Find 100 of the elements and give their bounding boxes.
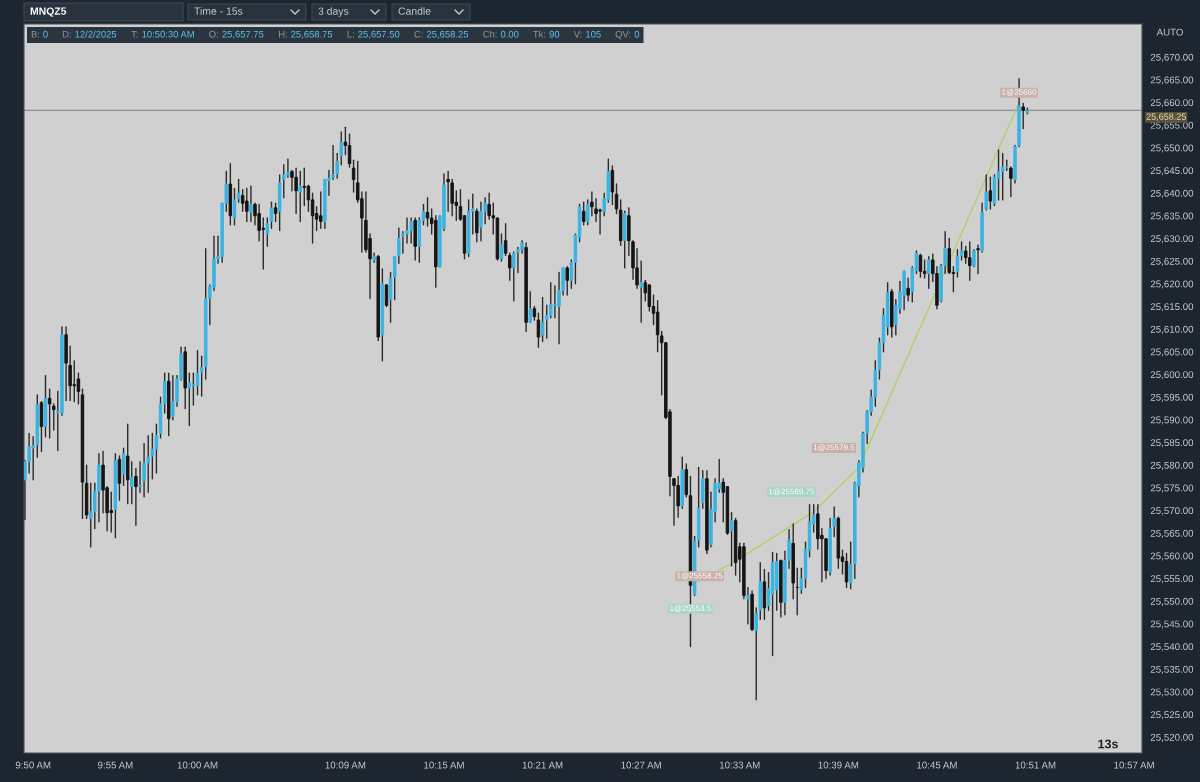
annotation: 13s [1098, 739, 1118, 749]
candlestick [1021, 102, 1025, 130]
y-tick-label: 25,570.00 [1150, 507, 1194, 516]
candlestick [261, 217, 266, 270]
candlestick [47, 388, 52, 439]
candlestick [902, 270, 906, 311]
candlestick [269, 201, 274, 229]
candlestick [968, 241, 972, 282]
annotation: T: 10:50:30 AM [131, 30, 194, 38]
y-tick-label: 25,670.00 [1150, 53, 1194, 62]
y-tick-label: 25,545.00 [1150, 620, 1194, 629]
candlestick [553, 285, 557, 319]
candlestick [125, 423, 130, 505]
annotation: O: 25,657.75 [209, 30, 264, 39]
text: 3 days [318, 7, 349, 17]
y-tick-label: 25,645.00 [1150, 167, 1194, 176]
y-tick-label: 25,535.00 [1150, 665, 1194, 674]
y-tick-label: 25,525.00 [1150, 711, 1194, 720]
candlestick [245, 187, 249, 223]
data-label: 1@25569.75 [768, 488, 815, 496]
y-tick-label: 25,580.00 [1150, 461, 1194, 470]
candlestick [557, 271, 561, 345]
y-tick-label: 25,615.00 [1150, 303, 1194, 312]
candlestick [844, 552, 849, 589]
candlestick [109, 491, 113, 533]
candlestick [286, 158, 290, 178]
candlestick [130, 461, 134, 505]
y-tick-label: 25,660.00 [1150, 99, 1194, 108]
candlestick [549, 281, 553, 319]
data-label: 1@25660 [1002, 88, 1037, 96]
x-tick-label: 10:51 AM [1015, 761, 1056, 769]
candlestick [72, 360, 77, 403]
candlestick [1009, 166, 1013, 198]
candlestick [187, 372, 192, 427]
candlestick [302, 167, 307, 207]
candlestick [76, 372, 81, 405]
x-tick-label: 10:21 AM [522, 761, 563, 769]
y-tick-label: 25,635.00 [1150, 212, 1194, 221]
x-tick-label: 9:50 AM [15, 761, 51, 769]
y-tick-label: 25,620.00 [1150, 280, 1194, 289]
y-tick-label: 25,655.00 [1150, 121, 1194, 130]
candlestick [959, 241, 964, 261]
candlestick [409, 217, 413, 244]
y-tick-label: 25,590.00 [1150, 416, 1194, 425]
candlestick [512, 251, 516, 302]
candlestick [384, 284, 389, 308]
y-tick-label: 25,575.00 [1150, 484, 1194, 493]
y-tick-label: 25,650.00 [1150, 144, 1194, 153]
data-label: 1@25558.25 [677, 572, 723, 580]
candlestick [581, 201, 586, 226]
y-tick-label: 25,600.00 [1150, 371, 1194, 380]
annotation: L: 25,657.50 [347, 30, 400, 39]
candlestick [142, 442, 146, 498]
candlestick [922, 259, 927, 279]
y-tick-label: 25,555.00 [1150, 575, 1194, 584]
x-tick-label: 9:55 AM [98, 761, 133, 769]
candlestick [294, 167, 298, 215]
candlestick [565, 266, 569, 296]
candlestick [425, 196, 430, 227]
x-tick-label: 10:00 AM [177, 761, 218, 769]
y-tick-label: 25,530.00 [1150, 688, 1194, 697]
candlestick [927, 255, 931, 290]
candlestick [121, 447, 126, 487]
candlestick [171, 374, 175, 421]
annotation: B: 0 [31, 30, 48, 38]
candlestick [319, 191, 323, 229]
candlestick [988, 176, 993, 210]
chart-title: MNQZ5 [30, 7, 67, 17]
candlestick [232, 187, 237, 226]
x-tick-label: 10:27 AM [621, 761, 661, 769]
y-tick-label: 25,595.00 [1150, 393, 1194, 402]
y-tick-label: 25,520.00 [1150, 733, 1194, 742]
candlestick [154, 423, 159, 474]
y-tick-label: 25,630.00 [1150, 235, 1194, 244]
y-tick-label: 25,585.00 [1150, 439, 1194, 448]
candlestick [729, 512, 734, 567]
candlestick [1000, 152, 1005, 201]
data-label: 1@25579.5 [813, 444, 855, 452]
candlestick [249, 185, 253, 223]
x-tick-label: 10:57 AM [1114, 761, 1154, 769]
annotation: D: 12/2/2025 [62, 30, 117, 38]
text: AUTO [1156, 28, 1183, 36]
text: Time - 15s [194, 7, 243, 15]
annotation: H: 25,658.75 [279, 30, 333, 39]
y-tick-label: 25,565.00 [1150, 529, 1194, 538]
data-label: 1@25553.5 [670, 605, 712, 613]
text: Candle [398, 7, 431, 15]
y-tick-label: 25,640.00 [1150, 189, 1194, 198]
candlestick [598, 208, 602, 235]
x-tick-label: 10:15 AM [424, 761, 464, 769]
x-tick-label: 10:39 AM [818, 761, 859, 769]
candlestick [257, 203, 261, 242]
candlestick [976, 244, 980, 275]
annotation: V: 105 [573, 30, 601, 38]
candlestick [89, 482, 93, 548]
candlestick [906, 277, 910, 302]
annotation: QV: 0 [615, 30, 640, 40]
ref-line-label: 25,658.25 [1146, 113, 1186, 121]
candlestick [146, 434, 150, 494]
candlestick [536, 312, 541, 348]
